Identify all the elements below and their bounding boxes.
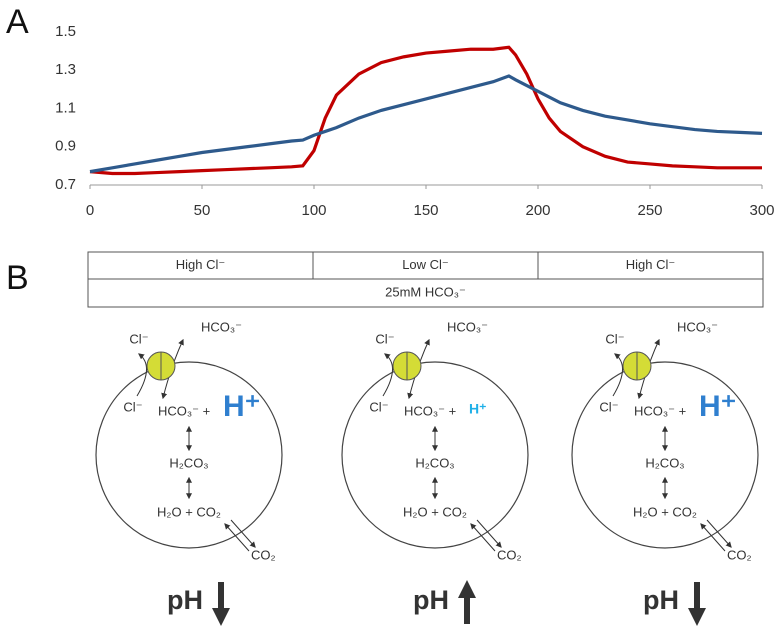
proton: H⁺ (223, 390, 261, 423)
molecule: CO₂ (251, 547, 276, 562)
ph-arrow (688, 582, 706, 626)
ion-label: Cl⁻ (369, 399, 388, 414)
y-tick-label: 1.5 (55, 23, 76, 40)
x-tick-label: 300 (749, 202, 774, 219)
molecule: H₂O + CO₂ (157, 504, 221, 519)
table-cell: High Cl⁻ (176, 257, 226, 272)
x-tick-label: 200 (525, 202, 550, 219)
x-tick-label: 0 (86, 202, 94, 219)
cell (95, 361, 283, 549)
panel-label: A (6, 3, 29, 41)
data-line (89, 74, 763, 174)
y-tick-label: 0.7 (55, 176, 76, 193)
ph-label: pH (413, 585, 449, 615)
diffusion-arrow (706, 519, 732, 548)
diffusion-arrow (470, 523, 496, 552)
molecule: H₂CO₃ (169, 455, 208, 470)
ph-arrow (212, 582, 230, 626)
ph-label: pH (643, 585, 679, 615)
exchange-arrow (136, 353, 147, 397)
ion-label: Cl⁻ (129, 331, 148, 346)
x-tick-label: 50 (194, 202, 211, 219)
x-tick-label: 250 (637, 202, 662, 219)
y-tick-label: 1.1 (55, 99, 76, 116)
y-tick-label: 1.3 (55, 61, 76, 78)
data-line (89, 45, 762, 176)
ion-label: HCO₃⁻ + (158, 403, 210, 418)
x-tick-label: 100 (301, 202, 326, 219)
molecule: H₂CO₃ (645, 455, 684, 470)
proton: H⁺ (699, 390, 737, 423)
ion-label: Cl⁻ (599, 399, 618, 414)
y-tick-label: 0.9 (55, 138, 76, 155)
ph-label: pH (167, 585, 203, 615)
ion-label: Cl⁻ (123, 399, 142, 414)
molecule: H₂CO₃ (415, 455, 454, 470)
cell (341, 361, 529, 549)
panel-label: B (6, 259, 29, 297)
diffusion-arrow (224, 523, 250, 552)
diffusion-arrow (476, 519, 502, 548)
diffusion-arrow (230, 519, 256, 548)
molecule: H₂O + CO₂ (633, 504, 697, 519)
cell (571, 361, 759, 549)
ion-label: Cl⁻ (605, 331, 624, 346)
table-cell: Low Cl⁻ (402, 257, 449, 272)
ion-label: Cl⁻ (375, 331, 394, 346)
molecule: CO₂ (727, 547, 752, 562)
x-tick-label: 150 (413, 202, 438, 219)
ph-arrow (458, 580, 476, 624)
diffusion-arrow (700, 523, 726, 552)
ion-label: HCO₃⁻ (201, 319, 242, 334)
ion-label: HCO₃⁻ (677, 319, 718, 334)
ion-label: HCO₃⁻ + (404, 403, 456, 418)
table-cell: 25mM HCO₃⁻ (385, 284, 466, 299)
molecule: H₂O + CO₂ (403, 504, 467, 519)
exchange-arrow (612, 353, 623, 397)
table-cell: High Cl⁻ (626, 257, 676, 272)
ion-label: HCO₃⁻ + (634, 403, 686, 418)
exchange-arrow (382, 353, 393, 397)
molecule: CO₂ (497, 547, 522, 562)
ion-label: HCO₃⁻ (447, 319, 488, 334)
proton: H⁺ (469, 401, 487, 417)
